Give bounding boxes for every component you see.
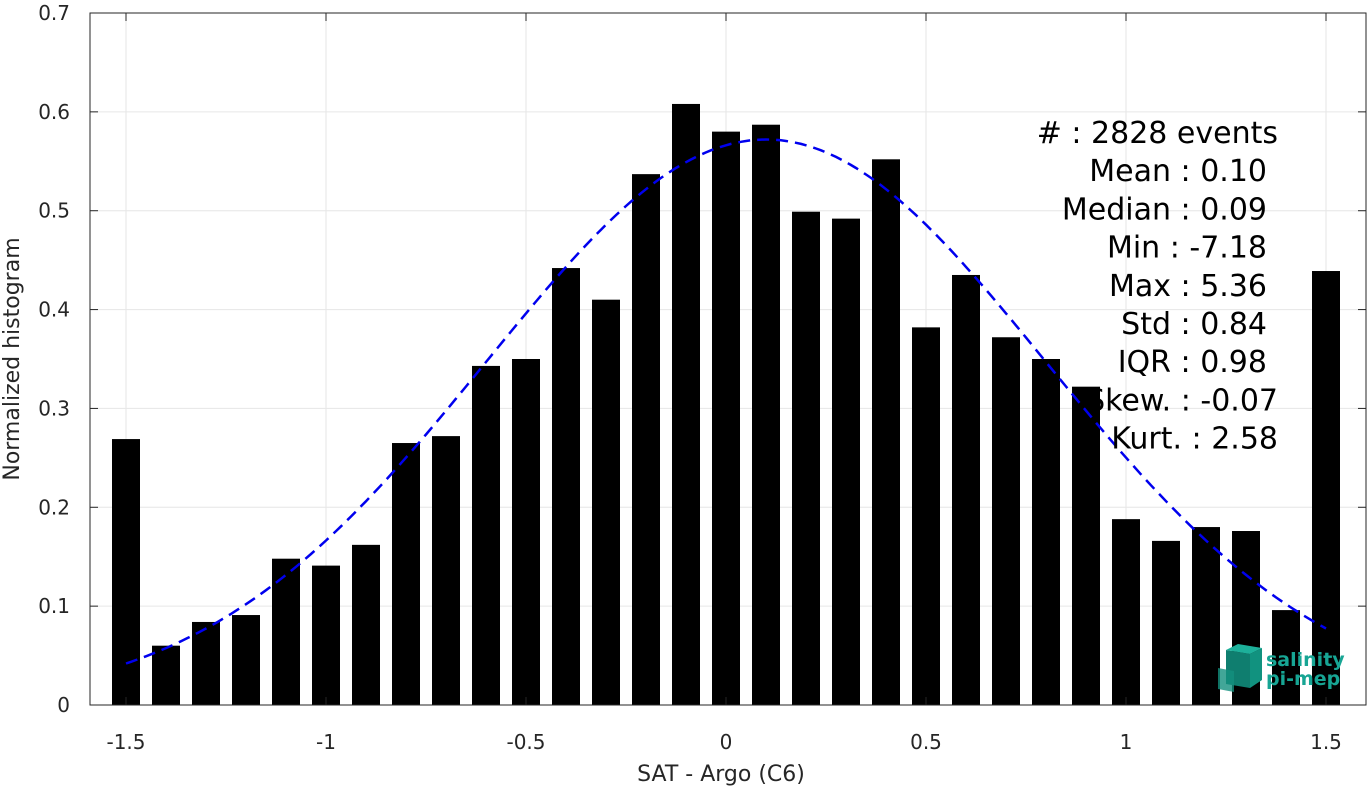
- histogram-bar: [712, 131, 740, 706]
- stat-line: Median : 0.09: [1062, 192, 1267, 227]
- histogram-bar: [872, 159, 900, 705]
- axes: [89, 12, 1367, 706]
- logo-line-2: pi-mep: [1266, 668, 1340, 690]
- histogram-bar: [512, 359, 540, 705]
- histogram-bar: [672, 103, 700, 706]
- y-tick-label: 0.4: [38, 298, 70, 322]
- x-tick-label: 0: [720, 730, 733, 754]
- x-tick-label: -1: [316, 730, 336, 754]
- stat-line: Max : 5.36: [1109, 269, 1267, 304]
- x-tick-label: 1: [1120, 730, 1133, 754]
- histogram-bar: [1072, 386, 1100, 705]
- y-tick-label: 0: [57, 693, 70, 717]
- histogram-bar: [992, 337, 1020, 705]
- stat-line: Mean : 0.10: [1089, 154, 1267, 189]
- x-axis-label: SAT - Argo (C6): [637, 762, 805, 787]
- y-tick-label: 0.3: [38, 396, 70, 420]
- x-tick-label: -1.5: [106, 730, 145, 754]
- histogram-bar: [912, 327, 940, 705]
- logo-cube-icon: [1218, 644, 1262, 692]
- y-tick-label: 0.6: [38, 100, 70, 124]
- histogram-bar: [1272, 610, 1300, 705]
- histogram-bar: [1152, 540, 1180, 705]
- histogram-bar: [592, 299, 620, 705]
- histogram-bar: [472, 365, 500, 705]
- x-tick-label: 1.5: [1310, 730, 1342, 754]
- histogram-bar: [752, 124, 780, 706]
- histogram-bar: [232, 615, 260, 705]
- histogram-bar: [192, 621, 220, 705]
- histogram-bar: [552, 268, 580, 705]
- histogram-bar: [112, 439, 140, 705]
- histogram-bar: [632, 174, 660, 705]
- stat-line: Std : 0.84: [1121, 307, 1267, 342]
- histogram-bar: [432, 436, 460, 705]
- gaussian-fit-curve: [125, 138, 1327, 665]
- histogram-bar: [352, 544, 380, 705]
- histogram-bar: [272, 558, 300, 705]
- stat-line: Skew. : -0.07: [1086, 383, 1278, 418]
- y-tick-label: 0.5: [38, 199, 70, 223]
- fit-curve-group: [125, 138, 1327, 665]
- y-tick-label: 0.7: [38, 1, 70, 25]
- y-axis-label: Normalized histogram: [0, 237, 25, 480]
- axes-box: [89, 12, 1367, 706]
- histogram-bar: [392, 443, 420, 705]
- histogram-bar: [1032, 359, 1060, 705]
- histogram-bar: [832, 218, 860, 705]
- histogram-bars: [112, 103, 1340, 706]
- histogram-bar: [152, 645, 180, 705]
- histogram-bar: [792, 211, 820, 705]
- x-tick-label: -0.5: [506, 730, 545, 754]
- x-tick-label: 0.5: [910, 730, 942, 754]
- stat-line: IQR : 0.98: [1118, 345, 1267, 380]
- histogram-bar: [952, 274, 980, 705]
- histogram-bar: [1112, 519, 1140, 705]
- logo-line-1: salinity: [1266, 649, 1345, 671]
- histogram-bar: [312, 565, 340, 705]
- y-tick-label: 0.2: [38, 495, 70, 519]
- salinity-pi-mep-logo: salinity pi-mep: [1218, 644, 1345, 692]
- stat-line: # : 2828 events: [1037, 116, 1278, 151]
- stat-line: Min : -7.18: [1107, 231, 1267, 266]
- stat-line: Kurt. : 2.58: [1111, 422, 1278, 457]
- y-tick-label: 0.1: [38, 594, 70, 618]
- histogram-bar: [1192, 527, 1220, 705]
- tick-labels: -1.5 -1 -0.5 0 0.5 1 1.5 0 0.1 0.2 0.3 0.4 0.5 0.6 0.7: [38, 1, 1342, 754]
- histogram-bar: [1312, 271, 1340, 705]
